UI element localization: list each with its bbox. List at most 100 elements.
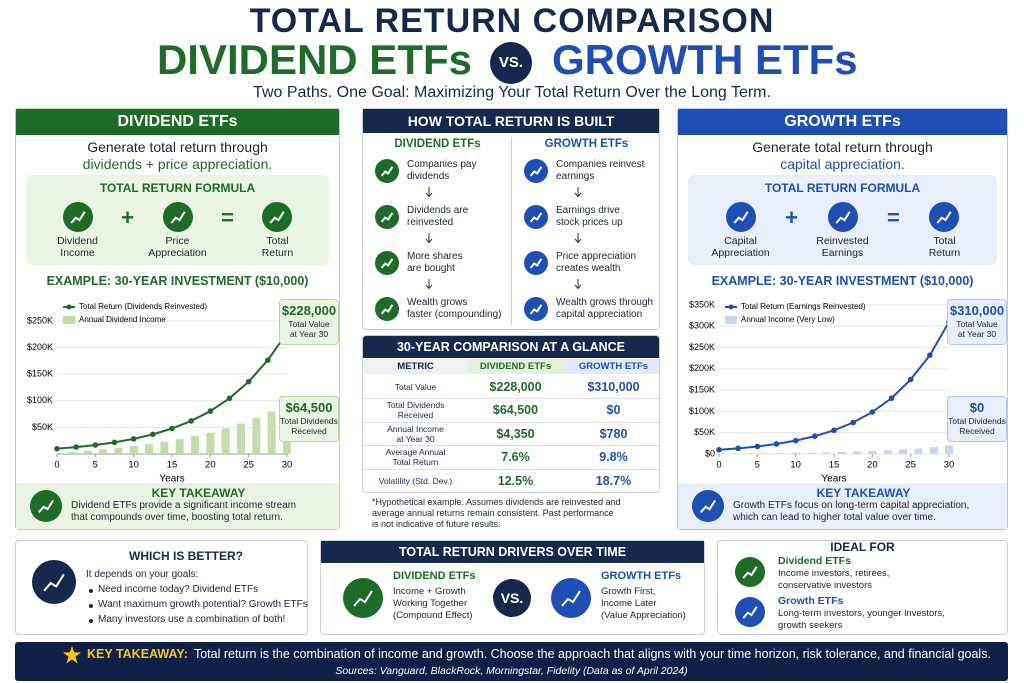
x-tick-label: 10 bbox=[790, 460, 801, 471]
bar bbox=[206, 432, 215, 454]
bar bbox=[914, 448, 923, 454]
icon-circle bbox=[827, 202, 858, 232]
icon bbox=[929, 202, 960, 232]
icon-glyph bbox=[733, 211, 749, 224]
formula-title: TOTAL RETURN FORMULA bbox=[99, 181, 256, 195]
footnote: *Hypothetical example. Assumes dividends… bbox=[372, 497, 621, 529]
icon bbox=[375, 159, 399, 183]
arrow-path bbox=[574, 279, 582, 289]
table-header: METRIC bbox=[363, 359, 468, 374]
table-cell: $4,350 bbox=[496, 426, 535, 441]
icon-glyph bbox=[380, 258, 394, 269]
bar bbox=[99, 449, 107, 454]
icon-glyph bbox=[529, 166, 543, 177]
icon-circle bbox=[692, 490, 724, 522]
intro-line: capital appreciation. bbox=[780, 156, 905, 172]
bar bbox=[791, 452, 800, 454]
icon bbox=[375, 297, 399, 321]
bar bbox=[160, 441, 169, 454]
bar bbox=[929, 447, 938, 454]
icon bbox=[375, 251, 399, 275]
icon-glyph bbox=[561, 590, 581, 607]
y-tick-label: $100K bbox=[689, 406, 715, 416]
formula-operator: = bbox=[221, 205, 234, 230]
table-cell: $64,500 bbox=[492, 403, 539, 417]
y-tick-label: $150K bbox=[689, 385, 715, 395]
icon-glyph bbox=[380, 166, 394, 177]
panel: GROWTH ETFs Generate total return through… bbox=[677, 108, 1008, 530]
arrow bbox=[425, 279, 433, 289]
table-header: DIVIDEND ETFs bbox=[468, 359, 563, 374]
formula-title: TOTAL RETURN FORMULA bbox=[764, 181, 921, 195]
arrow-path bbox=[574, 233, 582, 243]
row-divider bbox=[363, 468, 659, 470]
star-icon bbox=[63, 646, 81, 664]
bar bbox=[252, 417, 261, 454]
drivers-box: TOTAL RETURN DRIVERS OVER TIME DIVIDEND E… bbox=[320, 540, 705, 635]
driver-heading: DIVIDEND ETFs bbox=[393, 570, 476, 582]
bar bbox=[68, 451, 77, 454]
line-marker bbox=[850, 419, 856, 426]
line-marker bbox=[92, 442, 99, 448]
legend-label: Total Return (Earnings Reinvested) bbox=[741, 302, 866, 311]
x-tick-label: 15 bbox=[829, 460, 840, 471]
formula-label: Capital Appreciation bbox=[711, 235, 770, 259]
icon-glyph bbox=[269, 211, 286, 224]
icon-circle bbox=[62, 202, 93, 232]
icon bbox=[62, 202, 93, 232]
icon-circle bbox=[375, 251, 399, 275]
step-text: Earnings drive stock prices up bbox=[556, 205, 623, 228]
bar bbox=[945, 445, 953, 454]
x-tick-label: 25 bbox=[905, 460, 916, 471]
icon bbox=[725, 202, 756, 232]
star bbox=[63, 646, 81, 664]
icon-glyph bbox=[700, 499, 717, 514]
line-marker bbox=[226, 395, 233, 402]
bar bbox=[761, 453, 769, 454]
x-axis-label: Years bbox=[159, 474, 184, 485]
callout-value: $64,500 bbox=[285, 400, 333, 415]
icon bbox=[524, 297, 548, 321]
icon bbox=[524, 159, 548, 183]
icon-glyph bbox=[353, 590, 373, 607]
row-divider bbox=[363, 492, 659, 493]
icon-glyph bbox=[529, 258, 543, 269]
y-tick-label: $350K bbox=[689, 299, 715, 309]
ideal-for-box: IDEAL FOR Dividend ETFs Income investors, … bbox=[717, 540, 1008, 635]
box-title: IDEAL FOR bbox=[830, 540, 895, 554]
driver-heading: GROWTH ETFs bbox=[601, 570, 682, 582]
x-tick-label: 5 bbox=[755, 460, 760, 471]
x-tick-label: 25 bbox=[243, 460, 254, 471]
bar bbox=[175, 439, 184, 454]
bar bbox=[807, 452, 815, 454]
icon-glyph bbox=[529, 212, 543, 223]
step-text: Companies reinvest earnings bbox=[556, 159, 645, 182]
callout: $64,500 Total Dividends Received bbox=[279, 396, 339, 442]
icon bbox=[30, 490, 62, 522]
callout-label: Total Value at Year 30 bbox=[956, 319, 998, 339]
arrow-path bbox=[425, 233, 433, 243]
x-tick-label: 15 bbox=[167, 460, 178, 471]
icon-glyph bbox=[742, 566, 758, 579]
y-tick-label: $250K bbox=[689, 342, 715, 352]
intro-line: Generate total return through bbox=[87, 139, 268, 155]
bar bbox=[822, 452, 831, 454]
arrow-path bbox=[425, 187, 433, 197]
chart: $50K $100K $150K $200K $250K 0 5 10 15 20 25 30 Year… bbox=[27, 302, 292, 485]
intro-line: Generate total return through bbox=[752, 139, 933, 155]
callout-value: $0 bbox=[969, 400, 985, 415]
icon-circle bbox=[343, 578, 383, 618]
line-marker bbox=[907, 376, 914, 383]
icon bbox=[343, 578, 383, 618]
table-title: 30-YEAR COMPARISON AT A GLANCE bbox=[363, 336, 659, 358]
line-marker bbox=[169, 425, 175, 432]
bullet-dot bbox=[89, 589, 93, 593]
icon-circle bbox=[375, 297, 399, 321]
icon-circle bbox=[524, 205, 548, 229]
column-heading: GROWTH ETFs bbox=[544, 138, 629, 150]
line-marker bbox=[54, 445, 60, 452]
line-marker bbox=[150, 431, 156, 438]
which-better-box: WHICH IS BETTER? It depends on your goals… bbox=[15, 540, 308, 635]
vs-badge: VS. bbox=[490, 42, 532, 84]
line-marker bbox=[73, 444, 79, 450]
